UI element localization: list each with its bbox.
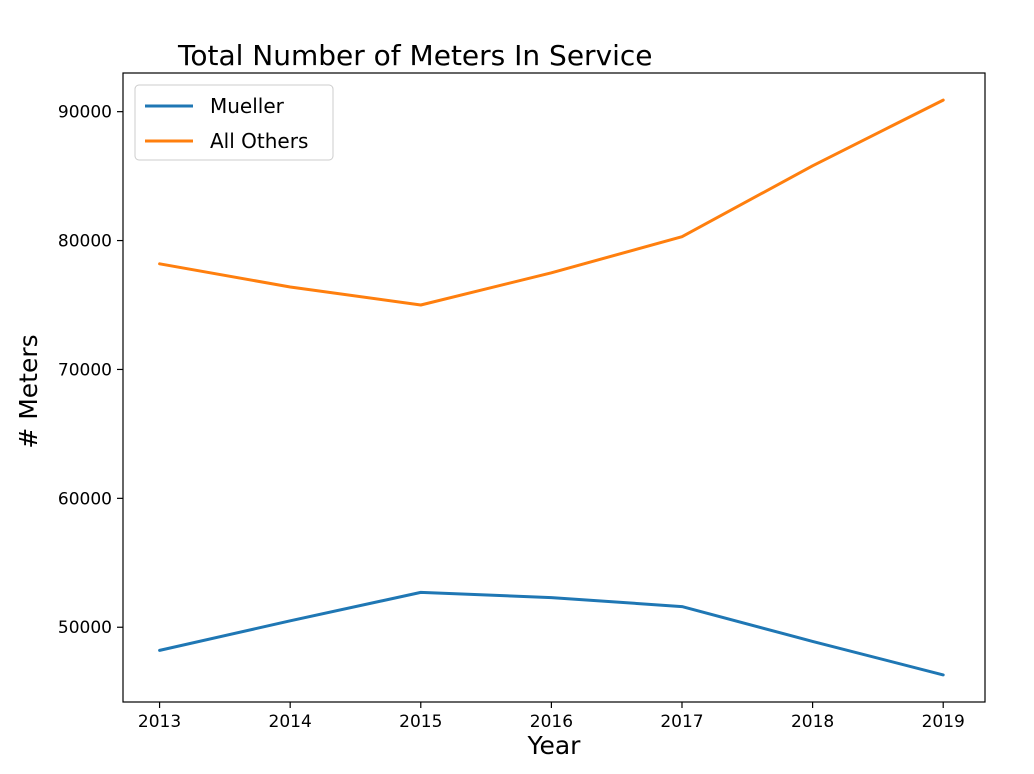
y-axis: 50000 60000 70000 80000 90000 [58,103,123,638]
legend-entry-label: Mueller [210,94,285,118]
y-tick-label: 50000 [58,618,112,638]
y-tick-label: 60000 [58,489,112,509]
y-tick-label: 80000 [58,232,112,252]
x-tick-label: 2013 [138,712,181,732]
series-line-all-others [158,98,945,307]
legend: Mueller All Others [134,84,334,161]
x-tick-label: 2016 [530,712,573,732]
x-axis-label: Year [527,731,582,760]
x-tick-label: 2014 [269,712,312,732]
plot-area [122,72,986,703]
x-tick-label: 2019 [922,712,965,732]
y-tick-label: 90000 [58,103,112,123]
x-axis: 2013 2014 2015 2016 2017 2018 2019 [138,702,965,732]
y-tick-label: 70000 [58,360,112,380]
legend-entry-label: All Others [210,129,308,153]
x-tick-label: 2017 [660,712,703,732]
series-layer [158,98,945,677]
y-axis-label: # Meters [14,334,43,448]
x-tick-label: 2015 [399,712,442,732]
chart-title: Total Number of Meters In Service [177,39,653,72]
x-tick-label: 2018 [791,712,834,732]
series-line-mueller [158,590,945,677]
